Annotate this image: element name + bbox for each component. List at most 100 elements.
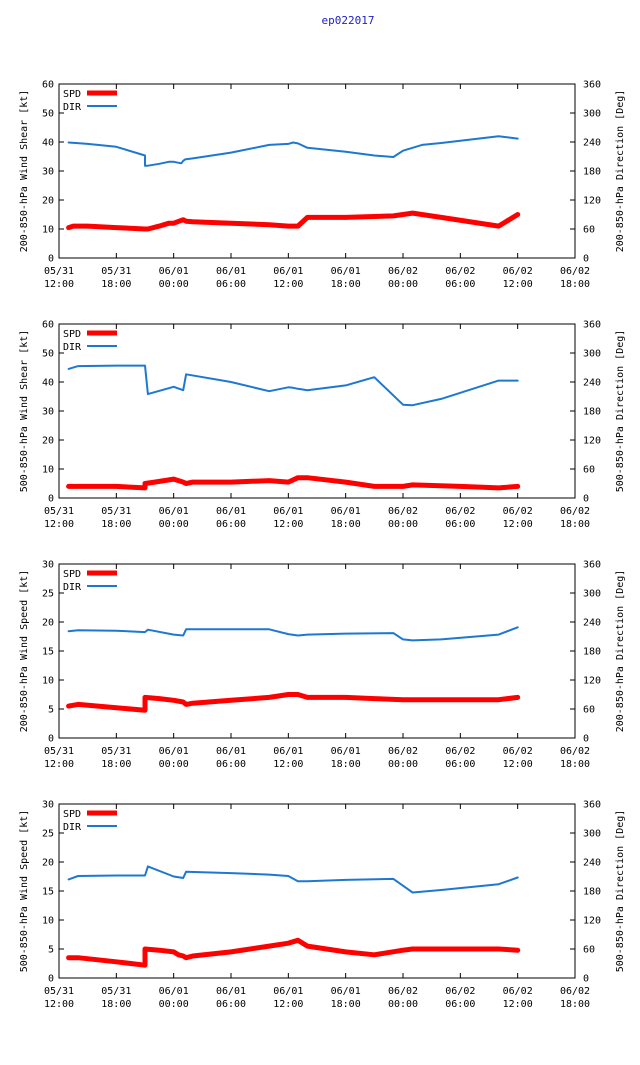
x-tick-label-time: 12:00 — [503, 519, 533, 530]
y-tick-label: 25 — [42, 589, 54, 600]
chart-panel-2: 0 10 20 30 40 50 60 0 60 120 180 240 300 360 05/31 12:0… — [19, 320, 626, 531]
plot-frame — [58, 83, 576, 259]
x-tick-label-time: 00:00 — [159, 519, 189, 530]
y-axis-label: 500-850-hPa Wind Shear [kt] — [19, 330, 30, 493]
plot-frame — [58, 323, 576, 499]
x-tick-label-date: 05/31 — [44, 746, 74, 757]
y-axis-label: 500-850-hPa Wind Speed [kt] — [19, 810, 30, 973]
x-tick-label-time: 00:00 — [388, 279, 418, 290]
x-tick-label-time: 18:00 — [331, 519, 361, 530]
y2-tick-label: 120 — [583, 196, 601, 207]
x-tick-label-date: 06/02 — [503, 746, 533, 757]
x-tick-label-time: 18:00 — [560, 999, 590, 1010]
spd-series-line — [66, 475, 521, 491]
x-tick-label-time: 12:00 — [503, 279, 533, 290]
x-tick-label-date: 06/02 — [388, 266, 418, 277]
x-tick-label-date: 06/02 — [560, 986, 590, 997]
y2-tick-label: 240 — [583, 378, 601, 389]
x-tick-label-date: 06/01 — [331, 266, 361, 277]
y2-tick-label: 120 — [583, 676, 601, 687]
y-tick-label: 30 — [42, 560, 54, 571]
y2-tick-label: 60 — [583, 465, 595, 476]
x-tick-label-date: 06/02 — [560, 506, 590, 517]
y-tick-label: 60 — [42, 320, 54, 331]
y2-tick-label: 60 — [583, 225, 595, 236]
dir-series-line — [67, 364, 519, 407]
y-tick-label: 30 — [42, 167, 54, 178]
y2-tick-label: 60 — [583, 945, 595, 956]
x-tick-label-date: 06/01 — [331, 986, 361, 997]
x-tick-label-date: 06/01 — [273, 746, 303, 757]
y-axis-label: 200-850-hPa Wind Shear [kt] — [19, 90, 30, 253]
y-tick-label: 50 — [42, 349, 54, 360]
x-tick-label-date: 06/01 — [216, 506, 246, 517]
x-tick-label-date: 05/31 — [44, 266, 74, 277]
y-tick-label: 30 — [42, 407, 54, 418]
x-tick-label-time: 00:00 — [388, 999, 418, 1010]
x-tick-label-date: 06/02 — [560, 746, 590, 757]
x-tick-label-time: 00:00 — [388, 519, 418, 530]
x-tick-label-time: 06:00 — [216, 279, 246, 290]
x-tick-label-date: 06/02 — [503, 266, 533, 277]
y-tick-label: 5 — [48, 705, 54, 716]
y2-axis-label: 200-850-hPa Direction [Deg] — [615, 570, 626, 733]
y2-tick-label: 240 — [583, 618, 601, 629]
legend-label-spd: SPD — [63, 809, 81, 820]
y2-tick-label: 60 — [583, 705, 595, 716]
x-tick-label-date: 05/31 — [101, 986, 131, 997]
y2-tick-label: 0 — [583, 974, 589, 985]
y-tick-label: 25 — [42, 829, 54, 840]
y-tick-label: 40 — [42, 378, 54, 389]
x-tick-label-date: 06/02 — [445, 986, 475, 997]
x-tick-label-time: 00:00 — [159, 279, 189, 290]
x-tick-label-time: 06:00 — [445, 759, 475, 770]
dir-series-line — [67, 135, 519, 167]
x-tick-label-date: 06/02 — [388, 506, 418, 517]
y2-tick-label: 360 — [583, 800, 601, 811]
x-tick-label-time: 12:00 — [273, 999, 303, 1010]
x-tick-label-date: 06/01 — [273, 986, 303, 997]
x-tick-label-time: 12:00 — [503, 759, 533, 770]
x-tick-label-date: 06/01 — [216, 746, 246, 757]
x-tick-label-date: 06/02 — [503, 506, 533, 517]
x-tick-label-time: 18:00 — [331, 759, 361, 770]
chart-panel-3: 05101520253006012018024030036005/3112:00… — [19, 560, 626, 771]
y2-tick-label: 300 — [583, 109, 601, 120]
x-tick-label-time: 18:00 — [560, 519, 590, 530]
y-tick-label: 15 — [42, 647, 54, 658]
y-tick-label: 0 — [48, 494, 54, 505]
x-tick-label-time: 18:00 — [331, 279, 361, 290]
legend-label-dir: DIR — [63, 342, 82, 353]
dir-series-line — [67, 865, 519, 894]
y-tick-label: 20 — [42, 618, 54, 629]
x-tick-label-date: 06/02 — [388, 746, 418, 757]
x-tick-label-date: 06/01 — [159, 986, 189, 997]
y-tick-label: 0 — [48, 974, 54, 985]
x-tick-label-date: 06/01 — [331, 506, 361, 517]
y-tick-label: 5 — [48, 945, 54, 956]
x-tick-label-time: 18:00 — [101, 999, 131, 1010]
x-tick-label-date: 06/01 — [216, 986, 246, 997]
x-tick-label-time: 12:00 — [44, 279, 74, 290]
x-tick-label-date: 06/01 — [216, 266, 246, 277]
x-tick-label-time: 06:00 — [216, 519, 246, 530]
y-tick-label: 10 — [42, 225, 54, 236]
x-tick-label-date: 06/01 — [159, 506, 189, 517]
y-tick-label: 60 — [42, 80, 54, 91]
x-tick-label-time: 12:00 — [273, 759, 303, 770]
x-tick-label-date: 06/02 — [388, 986, 418, 997]
chart-panel-1: 0 10 20 30 40 50 60 0 60 120 180 240 300 360 05/31 12:0… — [19, 80, 626, 291]
x-tick-label-time: 06:00 — [445, 279, 475, 290]
plot-frame — [58, 803, 576, 979]
x-tick-label-time: 06:00 — [216, 999, 246, 1010]
y-tick-label: 0 — [48, 734, 54, 745]
x-tick-label-time: 18:00 — [101, 759, 131, 770]
y2-tick-label: 120 — [583, 436, 601, 447]
x-tick-label-date: 05/31 — [44, 506, 74, 517]
x-tick-label-time: 12:00 — [273, 519, 303, 530]
x-tick-label-time: 12:00 — [273, 279, 303, 290]
x-tick-label-date: 06/01 — [159, 746, 189, 757]
x-tick-label-date: 05/31 — [44, 986, 74, 997]
x-tick-label-date: 06/02 — [445, 266, 475, 277]
